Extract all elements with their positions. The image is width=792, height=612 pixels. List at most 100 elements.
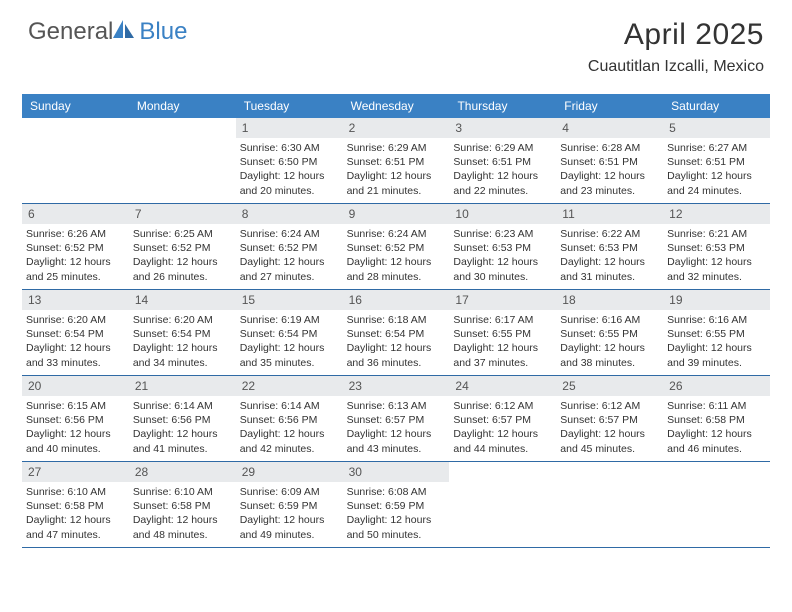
empty-cell xyxy=(556,462,663,548)
day-number: 5 xyxy=(663,118,770,138)
day-details: Sunrise: 6:28 AMSunset: 6:51 PMDaylight:… xyxy=(556,138,663,202)
day-details: Sunrise: 6:19 AMSunset: 6:54 PMDaylight:… xyxy=(236,310,343,374)
weekday-header: Sunday xyxy=(22,94,129,118)
day-details: Sunrise: 6:30 AMSunset: 6:50 PMDaylight:… xyxy=(236,138,343,202)
day-cell: 22Sunrise: 6:14 AMSunset: 6:56 PMDayligh… xyxy=(236,376,343,462)
day-number: 11 xyxy=(556,204,663,224)
day-details: Sunrise: 6:08 AMSunset: 6:59 PMDaylight:… xyxy=(343,482,450,546)
day-cell: 19Sunrise: 6:16 AMSunset: 6:55 PMDayligh… xyxy=(663,290,770,376)
day-number: 9 xyxy=(343,204,450,224)
day-details: Sunrise: 6:10 AMSunset: 6:58 PMDaylight:… xyxy=(129,482,236,546)
day-number: 22 xyxy=(236,376,343,396)
day-number: 15 xyxy=(236,290,343,310)
day-cell: 30Sunrise: 6:08 AMSunset: 6:59 PMDayligh… xyxy=(343,462,450,548)
weekday-header: Tuesday xyxy=(236,94,343,118)
day-details: Sunrise: 6:20 AMSunset: 6:54 PMDaylight:… xyxy=(129,310,236,374)
day-details: Sunrise: 6:18 AMSunset: 6:54 PMDaylight:… xyxy=(343,310,450,374)
day-details: Sunrise: 6:20 AMSunset: 6:54 PMDaylight:… xyxy=(22,310,129,374)
day-number: 16 xyxy=(343,290,450,310)
day-details: Sunrise: 6:13 AMSunset: 6:57 PMDaylight:… xyxy=(343,396,450,460)
day-details: Sunrise: 6:15 AMSunset: 6:56 PMDaylight:… xyxy=(22,396,129,460)
day-number: 13 xyxy=(22,290,129,310)
day-details: Sunrise: 6:24 AMSunset: 6:52 PMDaylight:… xyxy=(236,224,343,288)
day-number: 20 xyxy=(22,376,129,396)
day-details: Sunrise: 6:14 AMSunset: 6:56 PMDaylight:… xyxy=(129,396,236,460)
weekday-header-row: SundayMondayTuesdayWednesdayThursdayFrid… xyxy=(22,94,770,118)
day-number: 4 xyxy=(556,118,663,138)
day-cell: 26Sunrise: 6:11 AMSunset: 6:58 PMDayligh… xyxy=(663,376,770,462)
day-cell: 9Sunrise: 6:24 AMSunset: 6:52 PMDaylight… xyxy=(343,204,450,290)
day-cell: 14Sunrise: 6:20 AMSunset: 6:54 PMDayligh… xyxy=(129,290,236,376)
day-details: Sunrise: 6:26 AMSunset: 6:52 PMDaylight:… xyxy=(22,224,129,288)
day-cell: 27Sunrise: 6:10 AMSunset: 6:58 PMDayligh… xyxy=(22,462,129,548)
day-details: Sunrise: 6:21 AMSunset: 6:53 PMDaylight:… xyxy=(663,224,770,288)
day-cell: 3Sunrise: 6:29 AMSunset: 6:51 PMDaylight… xyxy=(449,118,556,204)
day-cell: 10Sunrise: 6:23 AMSunset: 6:53 PMDayligh… xyxy=(449,204,556,290)
location-label: Cuautitlan Izcalli, Mexico xyxy=(588,58,764,76)
day-details: Sunrise: 6:22 AMSunset: 6:53 PMDaylight:… xyxy=(556,224,663,288)
day-cell: 18Sunrise: 6:16 AMSunset: 6:55 PMDayligh… xyxy=(556,290,663,376)
day-number: 18 xyxy=(556,290,663,310)
day-cell: 4Sunrise: 6:28 AMSunset: 6:51 PMDaylight… xyxy=(556,118,663,204)
day-details: Sunrise: 6:17 AMSunset: 6:55 PMDaylight:… xyxy=(449,310,556,374)
day-number: 27 xyxy=(22,462,129,482)
weekday-header: Saturday xyxy=(663,94,770,118)
month-title: April 2025 xyxy=(588,18,764,52)
day-details: Sunrise: 6:11 AMSunset: 6:58 PMDaylight:… xyxy=(663,396,770,460)
day-cell: 6Sunrise: 6:26 AMSunset: 6:52 PMDaylight… xyxy=(22,204,129,290)
day-number: 12 xyxy=(663,204,770,224)
logo-text-blue: Blue xyxy=(139,18,187,46)
day-number: 10 xyxy=(449,204,556,224)
day-number: 30 xyxy=(343,462,450,482)
day-number: 3 xyxy=(449,118,556,138)
day-details: Sunrise: 6:12 AMSunset: 6:57 PMDaylight:… xyxy=(449,396,556,460)
day-cell: 2Sunrise: 6:29 AMSunset: 6:51 PMDaylight… xyxy=(343,118,450,204)
day-number: 21 xyxy=(129,376,236,396)
day-number: 26 xyxy=(663,376,770,396)
empty-cell xyxy=(663,462,770,548)
day-cell: 13Sunrise: 6:20 AMSunset: 6:54 PMDayligh… xyxy=(22,290,129,376)
day-details: Sunrise: 6:12 AMSunset: 6:57 PMDaylight:… xyxy=(556,396,663,460)
day-details: Sunrise: 6:29 AMSunset: 6:51 PMDaylight:… xyxy=(449,138,556,202)
day-cell: 17Sunrise: 6:17 AMSunset: 6:55 PMDayligh… xyxy=(449,290,556,376)
logo-text-general: General xyxy=(28,18,113,46)
day-details: Sunrise: 6:09 AMSunset: 6:59 PMDaylight:… xyxy=(236,482,343,546)
day-details: Sunrise: 6:10 AMSunset: 6:58 PMDaylight:… xyxy=(22,482,129,546)
page-header: General Blue April 2025 Cuautitlan Izcal… xyxy=(0,0,792,86)
day-number: 7 xyxy=(129,204,236,224)
day-details: Sunrise: 6:23 AMSunset: 6:53 PMDaylight:… xyxy=(449,224,556,288)
day-number: 2 xyxy=(343,118,450,138)
day-number: 6 xyxy=(22,204,129,224)
day-number: 28 xyxy=(129,462,236,482)
day-number: 25 xyxy=(556,376,663,396)
day-details: Sunrise: 6:14 AMSunset: 6:56 PMDaylight:… xyxy=(236,396,343,460)
day-details: Sunrise: 6:25 AMSunset: 6:52 PMDaylight:… xyxy=(129,224,236,288)
empty-cell xyxy=(129,118,236,204)
day-number: 19 xyxy=(663,290,770,310)
day-cell: 1Sunrise: 6:30 AMSunset: 6:50 PMDaylight… xyxy=(236,118,343,204)
weekday-header: Wednesday xyxy=(343,94,450,118)
day-cell: 25Sunrise: 6:12 AMSunset: 6:57 PMDayligh… xyxy=(556,376,663,462)
day-cell: 21Sunrise: 6:14 AMSunset: 6:56 PMDayligh… xyxy=(129,376,236,462)
day-details: Sunrise: 6:16 AMSunset: 6:55 PMDaylight:… xyxy=(556,310,663,374)
day-cell: 11Sunrise: 6:22 AMSunset: 6:53 PMDayligh… xyxy=(556,204,663,290)
day-cell: 8Sunrise: 6:24 AMSunset: 6:52 PMDaylight… xyxy=(236,204,343,290)
day-cell: 23Sunrise: 6:13 AMSunset: 6:57 PMDayligh… xyxy=(343,376,450,462)
day-number: 23 xyxy=(343,376,450,396)
day-number: 29 xyxy=(236,462,343,482)
day-cell: 7Sunrise: 6:25 AMSunset: 6:52 PMDaylight… xyxy=(129,204,236,290)
calendar-grid: 1Sunrise: 6:30 AMSunset: 6:50 PMDaylight… xyxy=(22,118,770,548)
day-cell: 24Sunrise: 6:12 AMSunset: 6:57 PMDayligh… xyxy=(449,376,556,462)
day-details: Sunrise: 6:27 AMSunset: 6:51 PMDaylight:… xyxy=(663,138,770,202)
day-number: 14 xyxy=(129,290,236,310)
weekday-header: Thursday xyxy=(449,94,556,118)
logo: General Blue xyxy=(28,18,187,46)
day-cell: 29Sunrise: 6:09 AMSunset: 6:59 PMDayligh… xyxy=(236,462,343,548)
day-cell: 5Sunrise: 6:27 AMSunset: 6:51 PMDaylight… xyxy=(663,118,770,204)
day-cell: 20Sunrise: 6:15 AMSunset: 6:56 PMDayligh… xyxy=(22,376,129,462)
logo-sail-icon xyxy=(113,20,135,45)
day-cell: 12Sunrise: 6:21 AMSunset: 6:53 PMDayligh… xyxy=(663,204,770,290)
title-block: April 2025 Cuautitlan Izcalli, Mexico xyxy=(588,18,764,76)
day-number: 24 xyxy=(449,376,556,396)
day-details: Sunrise: 6:16 AMSunset: 6:55 PMDaylight:… xyxy=(663,310,770,374)
